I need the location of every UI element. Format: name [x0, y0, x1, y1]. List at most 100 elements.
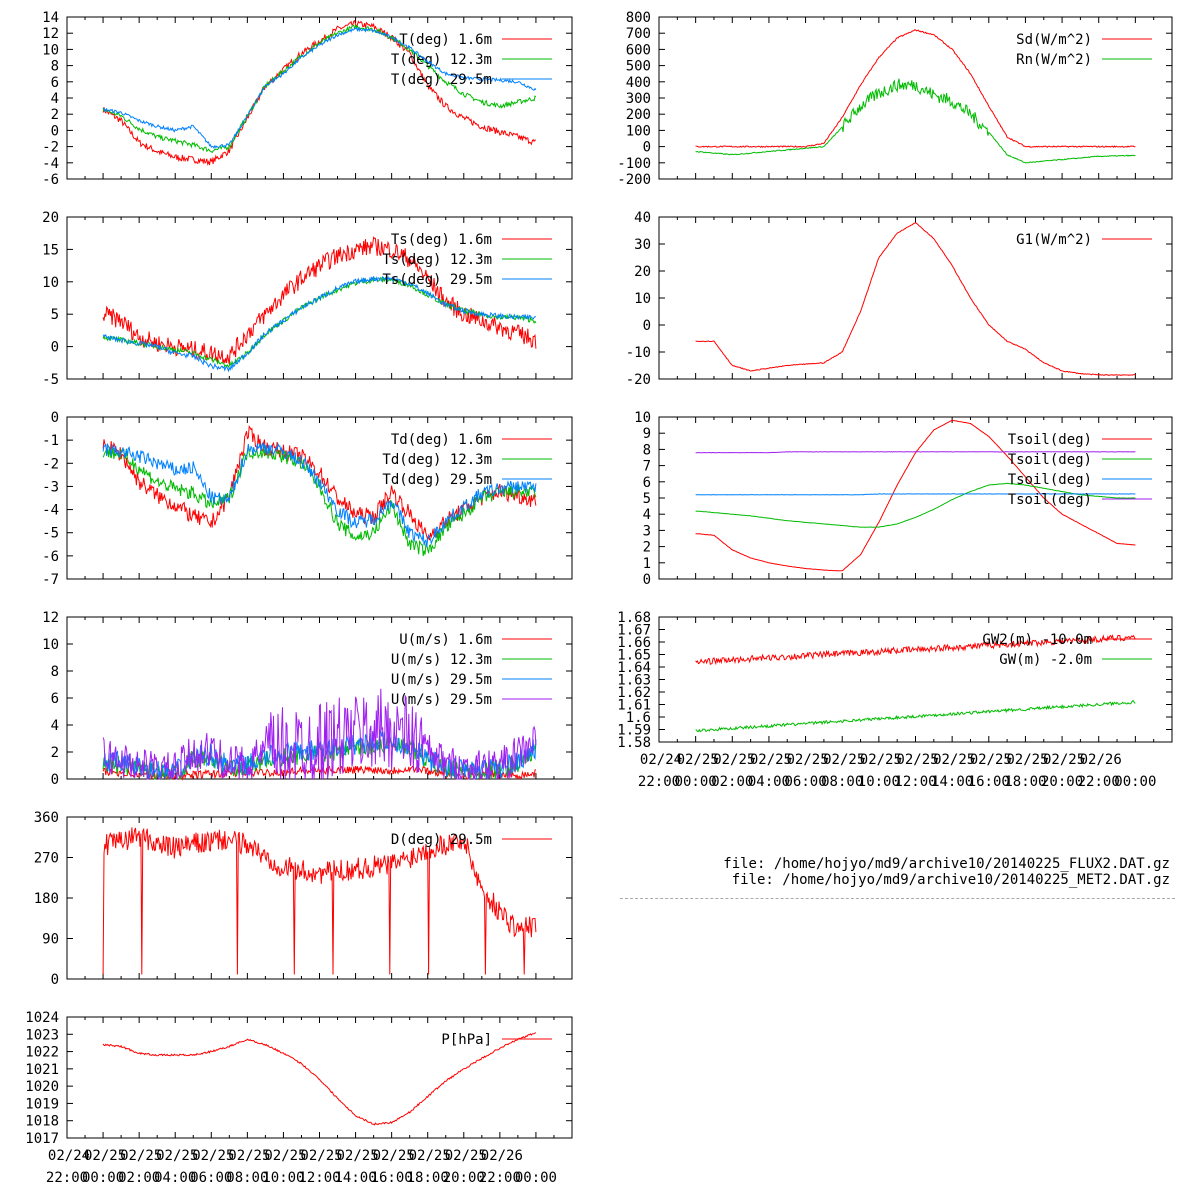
series-line-1	[695, 700, 1136, 733]
y-tick-label: 1018	[25, 1114, 59, 1130]
x-tick-label-date: 02/25	[120, 1148, 162, 1164]
x-tick-label-time: 18:00	[407, 1170, 449, 1186]
y-tick-label: 12	[42, 610, 59, 626]
legend-label: Rn(W/m^2)	[1016, 52, 1092, 68]
x-tick-label-time: 18:00	[1004, 774, 1046, 790]
y-tick-label: -200	[617, 172, 651, 188]
x-tick-label-date: 02/25	[896, 752, 938, 768]
legend-label: Td(deg) 29.5m	[382, 472, 492, 488]
plot-frame	[66, 16, 573, 180]
x-tick-label-time: 16:00	[968, 774, 1010, 790]
y-tick-label: 1.61	[617, 698, 651, 714]
y-tick-label: -2	[42, 456, 59, 472]
plot-frame	[66, 416, 573, 580]
x-axis-labels: 02/24 22:00 02/25 00:00 02/25 02:00 02/25 04:00…	[638, 752, 1157, 790]
x-tick-label-time: 02:00	[118, 1170, 160, 1186]
legend-label: P[hPa]	[441, 1032, 492, 1048]
y-tick-label: 6	[643, 475, 651, 491]
series-line-2	[102, 442, 537, 548]
legend-label: G1(W/m^2)	[1016, 232, 1092, 248]
x-tick-label-date: 02/25	[970, 752, 1012, 768]
y-tick-label: -5	[42, 526, 59, 542]
y-tick-label: 0	[51, 410, 59, 426]
x-tick-label-date: 02/24	[48, 1148, 90, 1164]
y-tick-label: 14	[42, 10, 59, 26]
chart-dew-point: 0 -1 -2 -3 -4 -5 -6 -7 Td(deg) 1.6m Td(deg) 12.3m…	[42, 410, 573, 588]
x-tick-label-date: 02/25	[156, 1148, 198, 1164]
y-tick-label: 360	[34, 810, 59, 826]
x-tick-label-date: 02/25	[300, 1148, 342, 1164]
y-tick-label: 90	[42, 932, 59, 948]
y-tick-label: 4	[51, 91, 59, 107]
series-line-2	[695, 493, 1136, 496]
y-tick-label: 0	[643, 572, 651, 588]
x-tick-label-time: 12:00	[894, 774, 936, 790]
y-tick-label: 100	[626, 123, 651, 139]
y-tick-label: 1.68	[617, 610, 651, 626]
x-tick-label-time: 00:00	[82, 1170, 124, 1186]
x-tick-label-date: 02/25	[1006, 752, 1048, 768]
y-tick-label: 1.64	[617, 660, 651, 676]
y-tick-label: 1020	[25, 1079, 59, 1095]
y-tick-label: 1.63	[617, 673, 651, 689]
legend-label: GW2(m) -10.0m	[982, 632, 1092, 648]
y-tick-label: 12	[42, 26, 59, 42]
x-tick-label-date: 02/25	[264, 1148, 306, 1164]
x-tick-label-time: 00:00	[1114, 774, 1156, 790]
y-tick-label: 1023	[25, 1027, 59, 1043]
legend-label: D(deg) 29.5m	[391, 832, 492, 848]
x-tick-label-time: 22:00	[46, 1170, 88, 1186]
x-tick-label-date: 02/26	[1080, 752, 1122, 768]
legend-label: U(m/s) 29.5m	[391, 672, 492, 688]
y-tick-label: 20	[42, 210, 59, 226]
x-tick-label-date: 02/25	[192, 1148, 234, 1164]
series-line-1	[695, 78, 1136, 164]
legend-label: Ts(deg) 1.6m	[391, 232, 492, 248]
y-tick-label: 2	[51, 107, 59, 123]
legend-label: Td(deg) 12.3m	[382, 452, 492, 468]
y-tick-label: 6	[51, 691, 59, 707]
legend-label: T(deg) 1.6m	[399, 32, 492, 48]
y-tick-label: 7	[643, 459, 651, 475]
file-met: file: /home/hojyo/md9/archive10/20140225…	[731, 872, 1170, 888]
x-tick-label-time: 14:00	[334, 1170, 376, 1186]
y-tick-label: 0	[51, 972, 59, 988]
x-tick-label-time: 20:00	[443, 1170, 485, 1186]
y-tick-label: -2	[42, 140, 59, 156]
legend-label: Tsoil(deg)	[1008, 492, 1092, 508]
plot-frame	[66, 1016, 573, 1139]
y-tick-label: 0	[643, 140, 651, 156]
y-tick-label: 1017	[25, 1131, 59, 1147]
y-tick-label: 1021	[25, 1062, 59, 1078]
y-tick-label: -10	[626, 345, 651, 361]
legend-label: GW(m) -2.0m	[999, 652, 1092, 668]
plot-frame	[658, 416, 1173, 580]
x-tick-label-time: 00:00	[675, 774, 717, 790]
y-tick-label: 0	[51, 123, 59, 139]
y-tick-label: 400	[626, 75, 651, 91]
x-tick-label-time: 06:00	[190, 1170, 232, 1186]
x-tick-label-date: 02/25	[445, 1148, 487, 1164]
y-tick-label: 15	[42, 242, 59, 258]
series-line-0	[695, 29, 1136, 148]
y-tick-label: 2	[51, 745, 59, 761]
x-tick-label-time: 06:00	[784, 774, 826, 790]
y-tick-label: 1.67	[617, 623, 651, 639]
legend-label: T(deg) 29.5m	[391, 72, 492, 88]
y-tick-label: 300	[626, 91, 651, 107]
x-tick-label-time: 20:00	[1041, 774, 1083, 790]
y-tick-label: 10	[42, 637, 59, 653]
series-line-0	[695, 222, 1136, 376]
y-tick-label: -4	[42, 156, 59, 172]
legend-label: Td(deg) 1.6m	[391, 432, 492, 448]
y-tick-label: 600	[626, 42, 651, 58]
x-tick-label-date: 02/25	[750, 752, 792, 768]
y-tick-label: 30	[634, 237, 651, 253]
x-tick-label-date: 02/25	[786, 752, 828, 768]
x-tick-label-time: 22:00	[1078, 774, 1120, 790]
y-tick-label: 180	[34, 891, 59, 907]
